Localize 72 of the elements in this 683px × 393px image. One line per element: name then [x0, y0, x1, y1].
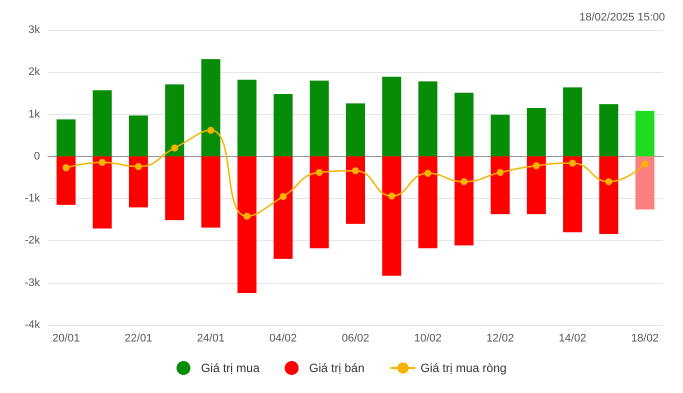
- bar: [563, 156, 582, 232]
- bar: [563, 87, 582, 156]
- bar: [237, 80, 256, 156]
- point: [569, 160, 576, 167]
- bar: [165, 156, 184, 220]
- point: [134, 163, 142, 170]
- point: [280, 192, 287, 200]
- point: [171, 144, 178, 152]
- legend-label: Giá trị mua ròng: [420, 361, 507, 375]
- point: [98, 158, 106, 166]
- x-tick-label: 14/02: [558, 332, 586, 344]
- y-tick-label: -3k: [24, 276, 40, 289]
- x-tick-label: 12/02: [486, 332, 514, 344]
- bar: [56, 156, 76, 205]
- x-tick-label: 22/01: [124, 332, 152, 344]
- bar: [526, 156, 546, 214]
- bar: [310, 80, 329, 156]
- bar: [599, 156, 618, 234]
- point: [207, 126, 214, 134]
- point: [532, 162, 540, 170]
- x-tick-label: 20/01: [52, 332, 80, 344]
- bar: [274, 156, 293, 259]
- bar: [382, 156, 402, 276]
- point: [424, 170, 432, 177]
- bar: [201, 59, 220, 156]
- bar: [346, 156, 365, 224]
- bar: [165, 84, 184, 156]
- bar: [310, 156, 329, 248]
- x-tick-label: 10/02: [414, 332, 442, 344]
- y-tick-label: 1k: [28, 108, 40, 120]
- y-tick-label: 3k: [28, 24, 40, 36]
- point: [460, 178, 468, 186]
- bar: [201, 156, 220, 228]
- bar: [382, 76, 402, 156]
- bar: [418, 81, 438, 156]
- point: [496, 168, 504, 176]
- bar: [526, 108, 546, 156]
- point: [388, 192, 396, 200]
- y-tick-label: 0: [34, 150, 40, 162]
- bar: [418, 156, 438, 248]
- point: [243, 212, 250, 220]
- text: 18/02/2025 15:00: [579, 12, 666, 24]
- bar: [346, 103, 365, 156]
- bar: [128, 116, 148, 156]
- bar: [635, 156, 654, 210]
- bar: [635, 110, 654, 156]
- bar: [56, 119, 76, 156]
- x-tick-label: 24/01: [197, 332, 225, 344]
- y-tick-label: -4k: [24, 319, 40, 331]
- bar: [490, 156, 510, 214]
- point: [641, 160, 648, 168]
- bar: [128, 156, 148, 208]
- bar: [454, 156, 474, 246]
- x-tick-label: 04/02: [269, 332, 297, 344]
- point: [605, 178, 612, 186]
- bar: [274, 94, 293, 156]
- y-tick-label: -2k: [24, 234, 40, 247]
- legend-label: Giá trị bán: [309, 361, 365, 375]
- bar: [92, 156, 112, 228]
- legend-label: Giá trị mua: [200, 361, 260, 375]
- point: [62, 164, 70, 172]
- y-tick-label: 2k: [28, 66, 40, 78]
- bar: [599, 104, 618, 156]
- bar: [490, 114, 510, 156]
- bar: [92, 90, 112, 156]
- bar: [237, 156, 256, 293]
- y-tick-label: -1k: [24, 192, 40, 205]
- x-tick-label: 06/02: [342, 332, 370, 344]
- x-tick-label: 18/02: [631, 332, 659, 344]
- point: [316, 168, 323, 176]
- bar: [454, 92, 474, 156]
- point: [352, 167, 359, 174]
